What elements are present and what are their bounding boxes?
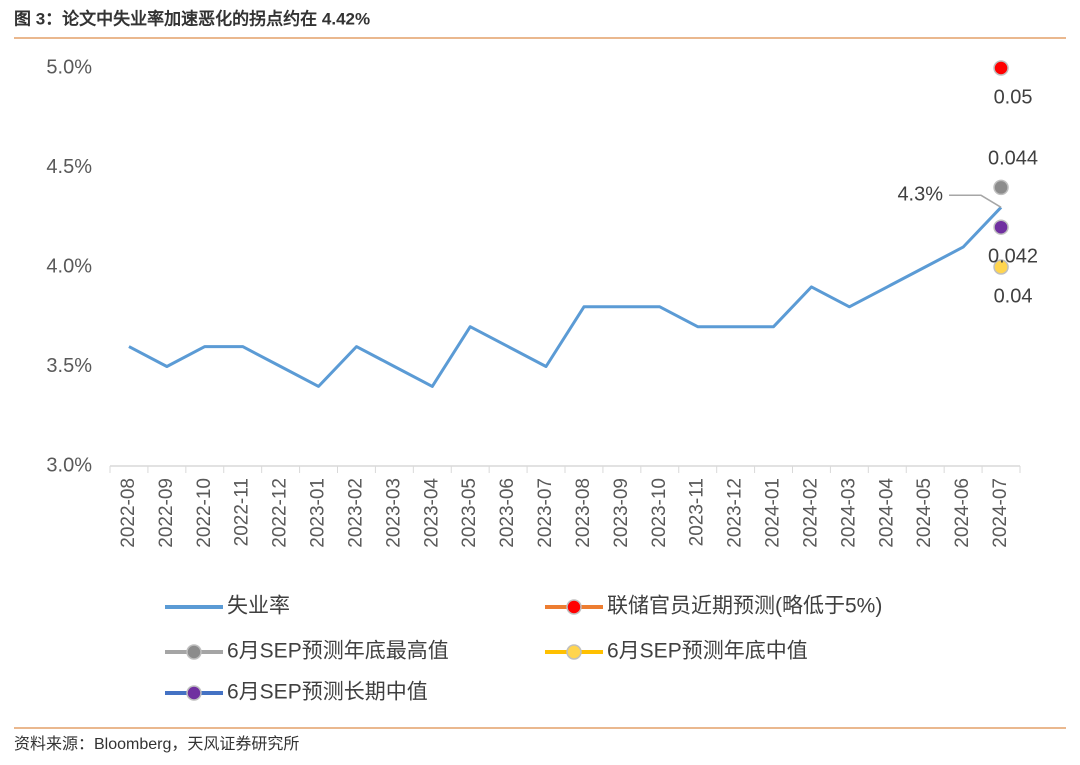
legend-label: 失业率 (227, 595, 290, 618)
y-tick-label: 3.0% (46, 454, 92, 476)
x-tick-label: 2022-10 (194, 478, 215, 548)
y-tick-label: 4.0% (46, 255, 92, 277)
x-tick-label: 2022-11 (232, 478, 253, 546)
y-tick-label: 4.5% (46, 156, 92, 178)
x-tick-label: 2024-02 (800, 478, 821, 548)
legend-label: 6月SEP预测年底最高值 (227, 640, 449, 663)
y-tick-label: 5.0% (46, 56, 92, 78)
legend-marker (566, 599, 582, 615)
data-label: 4.3% (897, 184, 943, 206)
x-tick-label: 2023-06 (497, 478, 518, 548)
x-tick-label: 2024-07 (990, 478, 1011, 548)
data-label: 0.042 (988, 245, 1038, 267)
x-tick-label: 2022-09 (156, 478, 177, 548)
x-tick-label: 2024-06 (952, 478, 973, 548)
x-tick-label: 2024-01 (763, 478, 784, 548)
legend-marker (566, 644, 582, 660)
leader-line (949, 194, 1002, 208)
point (993, 259, 1009, 275)
legend-marker (186, 644, 202, 660)
x-tick-label: 2024-04 (876, 478, 897, 548)
x-tick-label: 2024-03 (838, 478, 859, 548)
x-tick-label: 2023-02 (345, 478, 366, 548)
data-label: 0.04 (994, 285, 1033, 307)
line-series (128, 206, 1003, 388)
x-tick-label: 2023-09 (611, 478, 632, 548)
x-tick-label: 2023-01 (308, 478, 329, 548)
legend-label: 6月SEP预测长期中值 (227, 681, 428, 704)
point (993, 179, 1009, 196)
x-tick-label: 2023-07 (535, 478, 556, 548)
y-tick-label: 3.5% (46, 355, 92, 377)
point (993, 219, 1009, 235)
x-tick-label: 2022-08 (118, 478, 139, 548)
x-tick-label: 2023-04 (421, 478, 442, 548)
point (993, 60, 1009, 76)
data-label: 0.044 (988, 148, 1038, 170)
x-tick-label: 2023-10 (649, 478, 670, 548)
x-tick-label: 2023-12 (725, 478, 746, 548)
legend-label: 6月SEP预测年底中值 (607, 640, 808, 663)
chart-title: 图 3：论文中失业率加速恶化的拐点约在 4.42% (14, 8, 370, 28)
x-tick-label: 2022-12 (270, 478, 291, 548)
source-note: 资料来源：Bloomberg，天风证券研究所 (14, 735, 299, 753)
data-label: 0.05 (994, 86, 1033, 108)
legend-label: 联储官员近期预测(略低于5%) (607, 595, 882, 618)
legend-marker (186, 685, 202, 701)
x-tick-label: 2024-05 (914, 478, 935, 548)
x-tick-label: 2023-03 (383, 478, 404, 548)
x-tick-label: 2023-11 (687, 478, 708, 546)
x-tick-label: 2023-05 (459, 478, 480, 548)
x-tick-label: 2023-08 (573, 478, 594, 548)
